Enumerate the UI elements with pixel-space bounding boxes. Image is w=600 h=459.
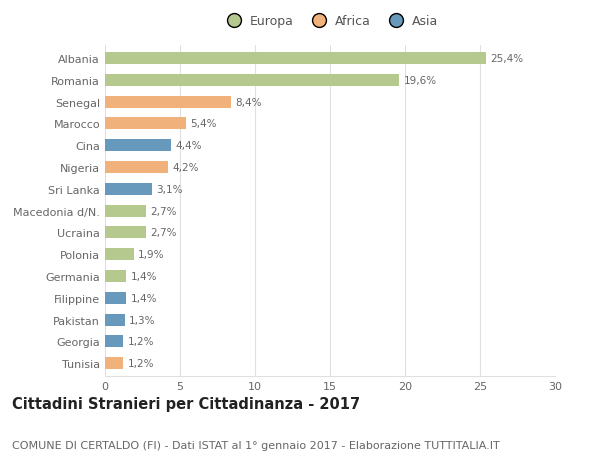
Text: 1,4%: 1,4% <box>131 293 157 303</box>
Text: 1,3%: 1,3% <box>129 315 155 325</box>
Bar <box>105 292 126 304</box>
Bar <box>105 96 231 108</box>
Bar <box>105 205 146 217</box>
Text: 4,4%: 4,4% <box>176 141 202 151</box>
Text: 4,2%: 4,2% <box>173 162 199 173</box>
Bar <box>105 184 151 196</box>
Bar <box>105 53 486 65</box>
Bar <box>105 249 133 261</box>
Bar <box>105 270 126 282</box>
Text: 8,4%: 8,4% <box>236 97 262 107</box>
Bar <box>105 336 123 347</box>
Text: 5,4%: 5,4% <box>191 119 217 129</box>
Bar <box>105 227 146 239</box>
Text: 1,4%: 1,4% <box>131 271 157 281</box>
Bar <box>105 314 125 326</box>
Text: COMUNE DI CERTALDO (FI) - Dati ISTAT al 1° gennaio 2017 - Elaborazione TUTTITALI: COMUNE DI CERTALDO (FI) - Dati ISTAT al … <box>12 440 500 450</box>
Text: 19,6%: 19,6% <box>404 76 437 86</box>
Bar <box>105 140 171 152</box>
Bar <box>105 358 123 369</box>
Bar <box>105 162 168 174</box>
Text: 1,2%: 1,2% <box>128 336 154 347</box>
Bar <box>105 118 186 130</box>
Text: 2,7%: 2,7% <box>150 228 176 238</box>
Text: 3,1%: 3,1% <box>156 185 182 195</box>
Bar <box>105 75 399 87</box>
Text: 2,7%: 2,7% <box>150 206 176 216</box>
Text: 25,4%: 25,4% <box>491 54 524 64</box>
Text: 1,9%: 1,9% <box>138 250 164 260</box>
Text: 1,2%: 1,2% <box>128 358 154 368</box>
Legend: Europa, Africa, Asia: Europa, Africa, Asia <box>217 10 443 33</box>
Text: Cittadini Stranieri per Cittadinanza - 2017: Cittadini Stranieri per Cittadinanza - 2… <box>12 396 360 411</box>
